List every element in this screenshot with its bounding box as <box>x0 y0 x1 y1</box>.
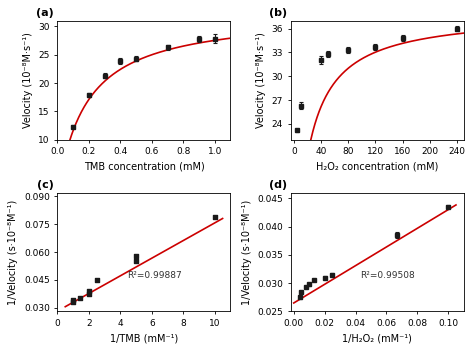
Y-axis label: 1/Velocity (s·10⁻⁸M⁻¹): 1/Velocity (s·10⁻⁸M⁻¹) <box>242 200 252 305</box>
Text: (b): (b) <box>269 8 287 18</box>
Text: R²=0.99887: R²=0.99887 <box>127 271 182 280</box>
X-axis label: H₂O₂ concentration (mM): H₂O₂ concentration (mM) <box>316 162 438 172</box>
Point <box>93 277 100 283</box>
Point <box>69 299 77 305</box>
Text: (d): (d) <box>269 180 287 190</box>
Text: (c): (c) <box>37 180 54 190</box>
Point <box>69 297 77 303</box>
Y-axis label: 1/Velocity (s·10⁻⁸M⁻¹): 1/Velocity (s·10⁻⁸M⁻¹) <box>9 200 18 305</box>
Point <box>76 296 84 301</box>
Point <box>211 214 219 220</box>
X-axis label: 1/H₂O₂ (mM⁻¹): 1/H₂O₂ (mM⁻¹) <box>342 334 412 344</box>
Point <box>85 288 92 294</box>
Y-axis label: Velocity (10⁻⁸M·s⁻¹): Velocity (10⁻⁸M·s⁻¹) <box>23 32 33 128</box>
X-axis label: 1/TMB (mM⁻¹): 1/TMB (mM⁻¹) <box>110 334 178 344</box>
Y-axis label: Velocity (10⁻⁸M·s⁻¹): Velocity (10⁻⁸M·s⁻¹) <box>256 32 266 128</box>
Text: R²=0.99508: R²=0.99508 <box>360 271 415 280</box>
Text: (a): (a) <box>36 8 54 18</box>
Point <box>132 253 140 259</box>
Point <box>85 291 92 297</box>
Point <box>132 258 140 264</box>
X-axis label: TMB concentration (mM): TMB concentration (mM) <box>83 162 204 172</box>
